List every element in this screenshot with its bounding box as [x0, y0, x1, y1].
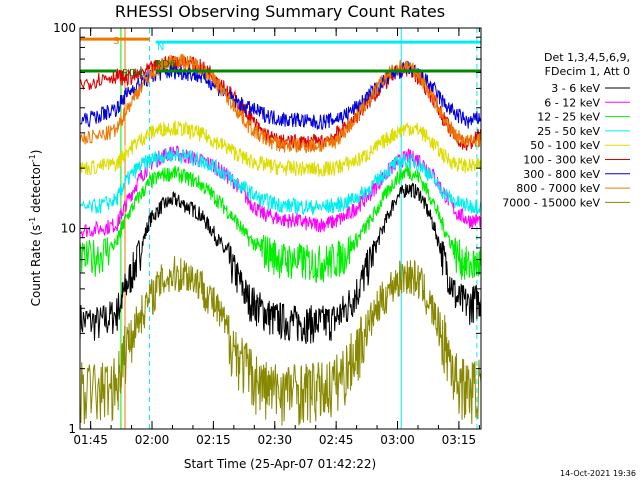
x-tick-label-1: 02:00	[135, 433, 170, 447]
series-line-3	[79, 147, 482, 216]
y-tick-label-1: 10	[61, 222, 76, 236]
x-axis-label: Start Time (25-Apr-07 01:42:22)	[184, 457, 376, 471]
y-tick-label-0: 1	[68, 422, 76, 436]
series-line-7	[79, 53, 482, 154]
legend-label-3: 25 - 50 keV	[537, 125, 600, 138]
x-tick-label-0: 01:45	[73, 433, 108, 447]
y-axis: 1 10 100	[53, 21, 481, 436]
legend-label-4: 50 - 100 keV	[530, 139, 600, 152]
legend-label-5: 100 - 300 keV	[523, 154, 600, 167]
flag-label-0: S	[113, 36, 119, 47]
footer-timestamp: 14-Oct-2021 19:36	[560, 469, 636, 478]
legend-label-8: 7000 - 15000 keV	[502, 196, 600, 209]
series-line-8	[79, 256, 482, 426]
chart-title: RHESSI Observing Summary Count Rates	[115, 2, 445, 21]
legend-label-6: 300 - 800 keV	[523, 168, 600, 181]
y-tick-label-2: 100	[53, 21, 76, 35]
legend-header-1: FDecim 1, Att 0	[545, 65, 630, 78]
x-tick-label-5: 03:00	[380, 433, 415, 447]
series-line-0	[79, 182, 482, 345]
flag-label-2: RD4	[122, 68, 143, 79]
x-tick-label-3: 02:30	[257, 433, 292, 447]
flag-label-3: RD6	[155, 59, 176, 70]
plot-area: S N RD4 RD6	[79, 28, 482, 429]
x-tick-label-4: 02:45	[319, 433, 354, 447]
x-tick-label-2: 02:15	[196, 433, 231, 447]
series-line-2	[79, 164, 482, 284]
x-axis: 01:45 02:00 02:15 02:30 02:45 03:00 03:15	[73, 28, 480, 447]
flag-label-1: N	[157, 42, 164, 53]
x-tick-label-6: 03:15	[442, 433, 477, 447]
legend: Det 1,3,4,5,6,9,FDecim 1, Att 0 3 - 6 keV…	[502, 51, 630, 209]
legend-label-0: 3 - 6 keV	[551, 82, 600, 95]
series-line-4	[79, 120, 482, 177]
legend-label-2: 12 - 25 keV	[537, 111, 600, 124]
legend-header-0: Det 1,3,4,5,6,9,	[544, 51, 630, 64]
legend-label-7: 800 - 7000 keV	[516, 182, 600, 195]
legend-label-1: 6 - 12 keV	[544, 96, 600, 109]
y-axis-label: Count Rate (s-1 detector-1)	[28, 150, 43, 307]
